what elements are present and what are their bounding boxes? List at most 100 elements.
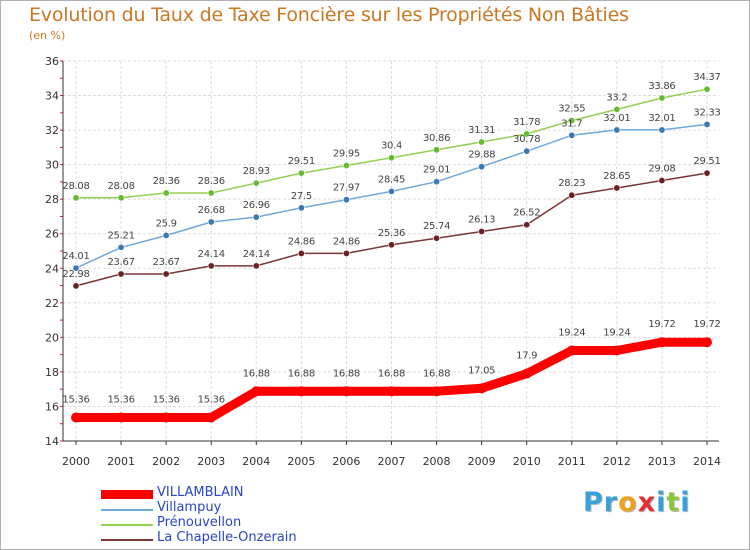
- data-label: 15.36: [62, 395, 89, 406]
- data-label: 25.21: [108, 230, 135, 241]
- data-point: [611, 345, 622, 356]
- legend-label: Prénouvellon: [157, 515, 242, 530]
- data-label: 28.45: [378, 174, 405, 185]
- data-label: 15.36: [198, 395, 225, 406]
- data-point: [342, 196, 350, 204]
- data-label: 25.74: [423, 221, 450, 232]
- data-label: 31.7: [561, 118, 582, 129]
- y-tick-label: 16: [45, 400, 59, 413]
- data-label: 15.36: [153, 395, 180, 406]
- data-label: 16.88: [243, 368, 270, 379]
- data-point: [433, 234, 441, 242]
- data-point: [252, 262, 260, 270]
- logo-letter: i: [656, 487, 667, 518]
- data-label: 28.08: [108, 181, 135, 192]
- data-label: 32.01: [603, 113, 630, 124]
- data-label: 19.24: [558, 327, 585, 338]
- legend-swatch: [101, 524, 153, 526]
- data-point: [251, 386, 262, 397]
- data-label: 26.52: [513, 208, 540, 219]
- y-tick-label: 26: [45, 228, 59, 241]
- data-label: 27.5: [291, 191, 312, 202]
- data-point: [521, 368, 532, 379]
- data-point: [523, 130, 531, 138]
- series-lines: [71, 85, 712, 423]
- data-label: 32.33: [693, 107, 720, 118]
- data-point: [252, 179, 260, 187]
- chart-title: Evolution du Taux de Taxe Foncière sur l…: [29, 4, 629, 26]
- data-label: 30.78: [513, 134, 540, 145]
- data-point: [478, 227, 486, 235]
- x-tick-label: 2003: [197, 455, 225, 468]
- data-point: [342, 249, 350, 257]
- data-point: [703, 85, 711, 93]
- y-tick-label: 34: [45, 90, 59, 103]
- legend-entry: Prénouvellon: [101, 515, 361, 531]
- x-tick-label: 2000: [62, 455, 90, 468]
- data-point: [568, 117, 576, 125]
- data-point: [207, 189, 215, 197]
- data-point: [703, 169, 711, 177]
- legend-swatch: [101, 490, 153, 499]
- data-point: [117, 243, 125, 251]
- data-label: 32.01: [648, 113, 675, 124]
- data-label: 29.51: [288, 156, 315, 167]
- data-point: [433, 146, 441, 154]
- data-label: 34.37: [693, 72, 720, 83]
- data-point: [566, 345, 577, 356]
- data-point: [613, 126, 621, 134]
- proxiti-logo: Proxiti: [583, 487, 691, 518]
- data-label: 28.36: [153, 176, 180, 187]
- unit-label: (en %): [29, 29, 66, 42]
- data-point: [72, 264, 80, 272]
- y-tick-label: 30: [45, 159, 59, 172]
- logo-letter: o: [618, 487, 638, 518]
- data-label: 23.67: [108, 257, 135, 268]
- data-point: [387, 241, 395, 249]
- data-point: [297, 204, 305, 212]
- data-point: [162, 270, 170, 278]
- data-point: [116, 412, 127, 423]
- data-point: [117, 194, 125, 202]
- data-point: [72, 282, 80, 290]
- data-label: 33.2: [606, 92, 627, 103]
- data-point: [207, 262, 215, 270]
- data-label: 29.95: [333, 149, 360, 160]
- data-label: 31.31: [468, 125, 495, 136]
- data-label: 29.01: [423, 165, 450, 176]
- data-label: 16.88: [378, 368, 405, 379]
- x-tick-label: 2007: [378, 455, 406, 468]
- data-point: [523, 147, 531, 155]
- data-label: 24.01: [62, 251, 89, 262]
- data-label: 26.96: [243, 200, 270, 211]
- data-label: 25.9: [156, 218, 177, 229]
- x-tick-label: 2002: [152, 455, 180, 468]
- data-label: 24.14: [243, 249, 270, 260]
- logo-letter: t: [666, 487, 681, 518]
- data-point: [658, 94, 666, 102]
- data-point: [117, 270, 125, 278]
- legend-swatch: [101, 509, 153, 511]
- data-point: [613, 105, 621, 113]
- logo-letter: r: [603, 487, 619, 518]
- data-point: [433, 178, 441, 186]
- legend-label: La Chapelle-Onzerain: [157, 530, 297, 545]
- x-tick-label: 2001: [107, 455, 135, 468]
- x-tick-label: 2006: [332, 455, 360, 468]
- data-label: 19.72: [648, 319, 675, 330]
- data-label: 25.36: [378, 228, 405, 239]
- data-point: [476, 383, 487, 394]
- data-label: 28.65: [603, 171, 630, 182]
- x-tick-label: 2014: [693, 455, 721, 468]
- legend-label: VILLAMBLAIN: [157, 485, 244, 500]
- data-label: 26.68: [198, 205, 225, 216]
- data-point: [703, 120, 711, 128]
- data-point: [297, 169, 305, 177]
- data-label: 28.93: [243, 166, 270, 177]
- data-point: [252, 213, 260, 221]
- x-tick-label: 2010: [513, 455, 541, 468]
- data-label: 24.86: [333, 236, 360, 247]
- grid: [63, 60, 719, 442]
- y-tick-label: 28: [45, 193, 59, 206]
- data-label: 29.51: [693, 156, 720, 167]
